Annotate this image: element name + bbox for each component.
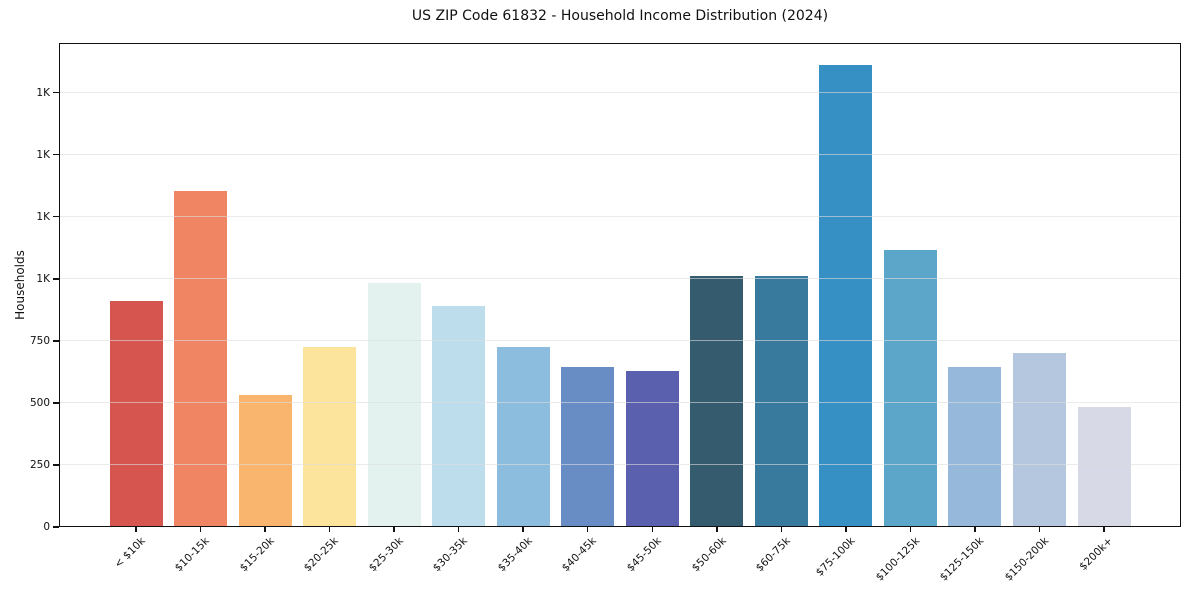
x-tick-label: $200k+ — [1077, 535, 1116, 573]
bar — [496, 347, 550, 527]
gridline — [59, 401, 1181, 403]
bar — [625, 370, 679, 527]
x-tick-label: $150-200k — [1002, 535, 1051, 584]
x-tick-mark — [651, 527, 654, 532]
bar — [432, 306, 486, 527]
y-tick-label: 1K — [36, 272, 50, 285]
x-tick-mark — [199, 527, 202, 532]
bar — [754, 276, 808, 527]
gridline — [59, 339, 1181, 341]
x-tick-label: $20-25k — [302, 535, 342, 575]
bar — [1012, 353, 1066, 527]
y-tick-mark — [53, 91, 59, 94]
bar — [174, 190, 228, 527]
x-tick-label: $75-100k — [813, 535, 858, 579]
bar — [1077, 406, 1131, 527]
x-tick-mark — [974, 527, 976, 532]
x-tick-mark — [328, 527, 331, 532]
x-tick-label: $100-125k — [873, 535, 922, 584]
x-tick-label: $45-50k — [624, 535, 664, 575]
gridline — [59, 277, 1181, 279]
x-tick-label: $50-60k — [689, 535, 729, 575]
x-tick-mark — [716, 527, 718, 532]
y-tick-mark — [53, 526, 59, 528]
gridline — [59, 153, 1181, 155]
y-tick-label: 1K — [36, 210, 50, 223]
bar — [561, 366, 615, 527]
x-tick-mark — [1103, 527, 1105, 532]
x-tick-label: $10-15k — [172, 535, 213, 575]
y-tick-label: 750 — [29, 334, 50, 347]
x-tick-label: < $10k — [111, 535, 148, 571]
x-tick-label: $25-30k — [366, 535, 406, 575]
x-tick-mark — [586, 527, 589, 532]
x-tick-label: $40-45k — [560, 535, 600, 575]
bar — [883, 250, 937, 527]
y-tick-label: 1K — [36, 148, 50, 161]
bar — [303, 347, 357, 527]
gridline — [59, 91, 1181, 93]
x-tick-mark — [522, 527, 524, 532]
y-tick-mark — [53, 278, 59, 280]
y-tick-mark — [53, 340, 59, 342]
bar — [109, 301, 163, 527]
x-tick-label: $15-20k — [237, 535, 277, 575]
gridline — [59, 463, 1181, 465]
plot-area — [59, 43, 1181, 527]
x-tick-mark — [845, 527, 847, 532]
x-tick-label: $60-75k — [753, 535, 793, 575]
gridline — [59, 215, 1181, 217]
x-tick-label: $35-40k — [495, 535, 535, 575]
y-tick-mark — [53, 402, 59, 404]
bar — [819, 65, 873, 527]
bar — [238, 395, 292, 527]
x-tick-mark — [457, 527, 460, 532]
y-tick-mark — [53, 215, 59, 218]
y-axis-label: Households — [13, 250, 27, 320]
x-tick-mark — [909, 527, 912, 532]
bar — [948, 366, 1002, 527]
x-tick-mark — [1038, 527, 1041, 532]
x-tick-label: $30-35k — [431, 535, 471, 575]
y-tick-mark — [53, 153, 59, 156]
x-tick-mark — [393, 527, 395, 532]
y-tick-label: 0 — [43, 521, 50, 533]
y-tick-mark — [53, 464, 59, 466]
y-tick-label: 250 — [29, 458, 50, 471]
x-tick-mark — [780, 527, 783, 532]
x-tick-mark — [264, 527, 266, 532]
x-tick-mark — [135, 527, 137, 532]
chart-title: US ZIP Code 61832 - Household Income Dis… — [411, 8, 829, 24]
x-tick-label: $125-150k — [937, 535, 987, 584]
y-tick-label: 500 — [29, 396, 50, 409]
bar — [367, 282, 421, 527]
y-tick-label: 1K — [36, 86, 50, 99]
bar — [690, 276, 744, 527]
